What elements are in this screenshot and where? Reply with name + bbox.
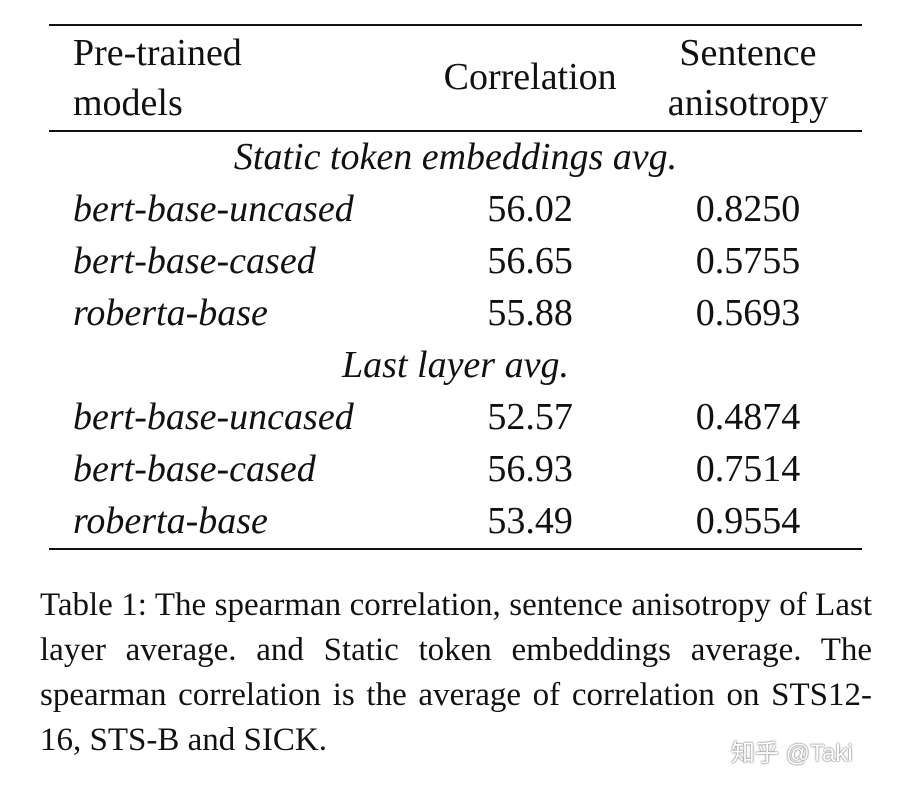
table-caption: Table 1: The spearman correlation, sente…: [40, 587, 872, 758]
model-cell: roberta-base: [73, 500, 268, 543]
anisotropy-cell: 0.7514: [695, 448, 801, 491]
anisotropy-cell: 0.8250: [695, 188, 801, 231]
group-static: Static token embeddings avg. bert-base-u…: [49, 131, 862, 340]
model-cell: bert-base-uncased: [73, 188, 354, 231]
table-row: bert-base-cased 56.93 0.7514: [49, 444, 862, 496]
header-anisotropy: Sentence anisotropy: [634, 25, 862, 131]
table-row: bert-base-uncased 52.57 0.4874: [49, 392, 862, 444]
correlation-cell: 52.57: [487, 396, 573, 439]
correlation-cell: 56.93: [487, 448, 573, 491]
header-row: Pre-trained models Correlation Sentence …: [49, 25, 862, 131]
header-anisotropy-line2: anisotropy: [667, 82, 829, 124]
header-models-line2: models: [73, 82, 183, 124]
model-cell: roberta-base: [73, 292, 268, 335]
correlation-cell: 55.88: [487, 292, 573, 335]
anisotropy-cell: 0.4874: [695, 396, 801, 439]
table-row: roberta-base 53.49 0.9554: [49, 496, 862, 549]
anisotropy-cell: 0.5755: [695, 240, 801, 283]
correlation-cell: 53.49: [487, 500, 573, 543]
anisotropy-cell: 0.5693: [695, 292, 801, 335]
table-row: bert-base-uncased 56.02 0.8250: [49, 184, 862, 236]
group-last-layer: Last layer avg. bert-base-uncased 52.57 …: [49, 340, 862, 549]
group-title-last-layer: Last layer avg.: [342, 344, 569, 387]
header-models-line1: Pre-trained: [73, 32, 242, 74]
correlation-cell: 56.65: [487, 240, 573, 283]
anisotropy-cell: 0.9554: [695, 500, 801, 543]
model-cell: bert-base-uncased: [73, 396, 354, 439]
table-header: Pre-trained models Correlation Sentence …: [49, 25, 862, 131]
group-title-static: Static token embeddings avg.: [233, 136, 678, 179]
header-models: Pre-trained models: [49, 25, 426, 131]
correlation-cell: 56.02: [487, 188, 573, 231]
model-cell: bert-base-cased: [73, 240, 316, 283]
group-title-row: Static token embeddings avg.: [49, 131, 862, 184]
results-table: Pre-trained models Correlation Sentence …: [49, 24, 862, 550]
header-anisotropy-line1: Sentence: [679, 32, 817, 74]
header-correlation: Correlation: [443, 56, 617, 99]
model-cell: bert-base-cased: [73, 448, 316, 491]
table-row: roberta-base 55.88 0.5693: [49, 288, 862, 340]
watermark: 知乎 @Taki: [731, 740, 853, 767]
results-table-container: Pre-trained models Correlation Sentence …: [49, 24, 862, 550]
table-row: bert-base-cased 56.65 0.5755: [49, 236, 862, 288]
group-title-row: Last layer avg.: [49, 340, 862, 392]
